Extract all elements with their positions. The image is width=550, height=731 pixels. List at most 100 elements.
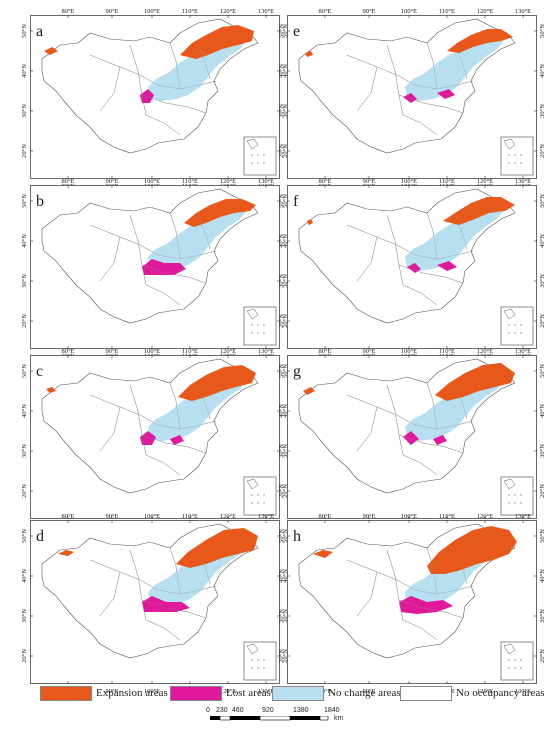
- lat-tick-label: 40°N: [282, 64, 289, 78]
- province-boundary: [89, 54, 159, 86]
- lon-tick-label: 100°E: [144, 688, 160, 695]
- lat-tick-label: 30°N: [278, 274, 285, 288]
- lat-tick-label: 50°N: [21, 24, 28, 38]
- lat-tick-label: 30°N: [278, 104, 285, 118]
- lat-tick-label: 20°N: [21, 314, 28, 328]
- lat-tick-label: 50°N: [21, 364, 28, 378]
- lon-tick-label: 100°E: [401, 513, 417, 520]
- expansion-area: [435, 363, 515, 401]
- lon-tick-label: 100°E: [144, 348, 160, 355]
- lat-tick-label: 50°N: [282, 24, 289, 38]
- inset-island: [508, 162, 510, 164]
- province-boundary: [129, 44, 147, 116]
- map-panel-e: 80°E 80°E 90°E 90°E 100°E 100°E 110°E 110°E 120°…: [278, 8, 546, 190]
- expansion-area: [307, 219, 313, 225]
- province-boundary: [157, 420, 217, 430]
- lost-area: [142, 596, 190, 612]
- lon-tick-label: 100°E: [144, 8, 160, 15]
- lat-tick-label: 20°N: [282, 144, 289, 158]
- lat-tick-label: 40°N: [539, 234, 546, 248]
- map-panel-g: 80°E 80°E 90°E 90°E 100°E 100°E 110°E 110°E 120°…: [278, 348, 546, 530]
- lon-tick-label: 110°E: [439, 8, 455, 15]
- lat-tick-label: 40°N: [282, 569, 289, 583]
- inset-island: [520, 502, 522, 504]
- lon-tick-label: 90°E: [105, 178, 118, 185]
- lat-tick-label: 40°N: [278, 234, 285, 248]
- lon-tick-label: 130°E: [515, 688, 531, 695]
- province-boundary: [129, 214, 147, 286]
- inset-box: [243, 136, 277, 176]
- inset-island: [520, 162, 522, 164]
- province-boundary: [197, 549, 211, 585]
- province-boundary: [386, 44, 404, 116]
- inset-box: [500, 476, 534, 516]
- expansion-area: [176, 528, 258, 568]
- inset-island: [257, 324, 259, 326]
- province-boundary: [141, 94, 207, 114]
- no-change-area: [405, 35, 505, 101]
- lost-area: [170, 435, 184, 445]
- scale-bar: 0 230 460 920 1380 1840 km: [206, 707, 346, 729]
- lat-tick-label: 50°N: [282, 194, 289, 208]
- province-boundary: [129, 549, 147, 621]
- lost-area: [399, 596, 453, 614]
- province-boundary: [157, 250, 217, 260]
- legend-label: No occupancy areas: [456, 687, 545, 699]
- inset-island: [257, 154, 259, 156]
- map-panel-c: 80°E 80°E 90°E 90°E 100°E 100°E 110°E 110°E 120°…: [21, 348, 289, 530]
- province-boundary: [454, 384, 468, 420]
- province-boundary: [402, 284, 438, 306]
- map-svg: 80°E 80°E 90°E 90°E 100°E 100°E 110°E 110°E 120°…: [278, 178, 546, 360]
- province-boundary: [89, 394, 159, 426]
- inset-box: [500, 306, 534, 346]
- scale-tick: 920: [262, 707, 274, 714]
- lat-tick-label: 40°N: [278, 404, 285, 418]
- inset-island: [514, 162, 516, 164]
- panel-letter: c: [36, 363, 44, 380]
- lat-tick-label: 20°N: [282, 314, 289, 328]
- panel-letter: b: [36, 193, 44, 210]
- lon-tick-label: 120°E: [477, 348, 493, 355]
- province-boundary: [454, 44, 468, 80]
- no-change-area: [405, 375, 505, 441]
- inset-island: [514, 502, 516, 504]
- lon-tick-label: 130°E: [258, 513, 274, 520]
- lat-tick-label: 40°N: [539, 64, 546, 78]
- lon-tick-label: 110°E: [182, 513, 198, 520]
- inset-island: [263, 154, 265, 156]
- lon-tick-label: 90°E: [362, 513, 375, 520]
- lat-tick-label: 30°N: [282, 609, 289, 623]
- lat-tick-label: 30°N: [539, 609, 546, 623]
- inset-island: [263, 162, 265, 164]
- lat-tick-label: 30°N: [21, 104, 28, 118]
- expansion-area: [443, 197, 515, 225]
- lat-tick-label: 50°N: [539, 24, 546, 38]
- inset-outline: [503, 478, 516, 490]
- inset-box: [500, 136, 534, 176]
- inset-box: [500, 641, 534, 681]
- lon-tick-label: 120°E: [477, 688, 493, 695]
- map-svg: 80°E 80°E 90°E 90°E 100°E 100°E 110°E 110°E 120°…: [278, 8, 546, 190]
- lon-tick-label: 80°E: [61, 8, 74, 15]
- lon-tick-label: 90°E: [105, 348, 118, 355]
- inset-island: [257, 162, 259, 164]
- inset-island: [520, 494, 522, 496]
- lat-tick-label: 40°N: [21, 234, 28, 248]
- map-svg: 80°E 80°E 90°E 90°E 100°E 100°E 110°E 110°E 120°…: [278, 348, 546, 530]
- inset-island: [514, 324, 516, 326]
- province-boundary: [157, 80, 217, 90]
- lat-tick-label: 50°N: [21, 529, 28, 543]
- lon-tick-label: 130°E: [515, 348, 531, 355]
- map-panel-b: 80°E 80°E 90°E 90°E 100°E 100°E 110°E 110°E 120°…: [21, 178, 289, 360]
- lat-tick-label: 40°N: [539, 569, 546, 583]
- lon-tick-label: 100°E: [401, 178, 417, 185]
- lon-tick-label: 110°E: [439, 513, 455, 520]
- lat-tick-label: 30°N: [21, 444, 28, 458]
- lat-tick-label: 40°N: [278, 64, 285, 78]
- province-boundary: [386, 384, 404, 456]
- lon-tick-label: 130°E: [515, 178, 531, 185]
- expansion-area: [44, 47, 58, 55]
- province-boundary: [99, 66, 121, 112]
- province-boundary: [89, 224, 159, 256]
- lat-tick-label: 40°N: [21, 64, 28, 78]
